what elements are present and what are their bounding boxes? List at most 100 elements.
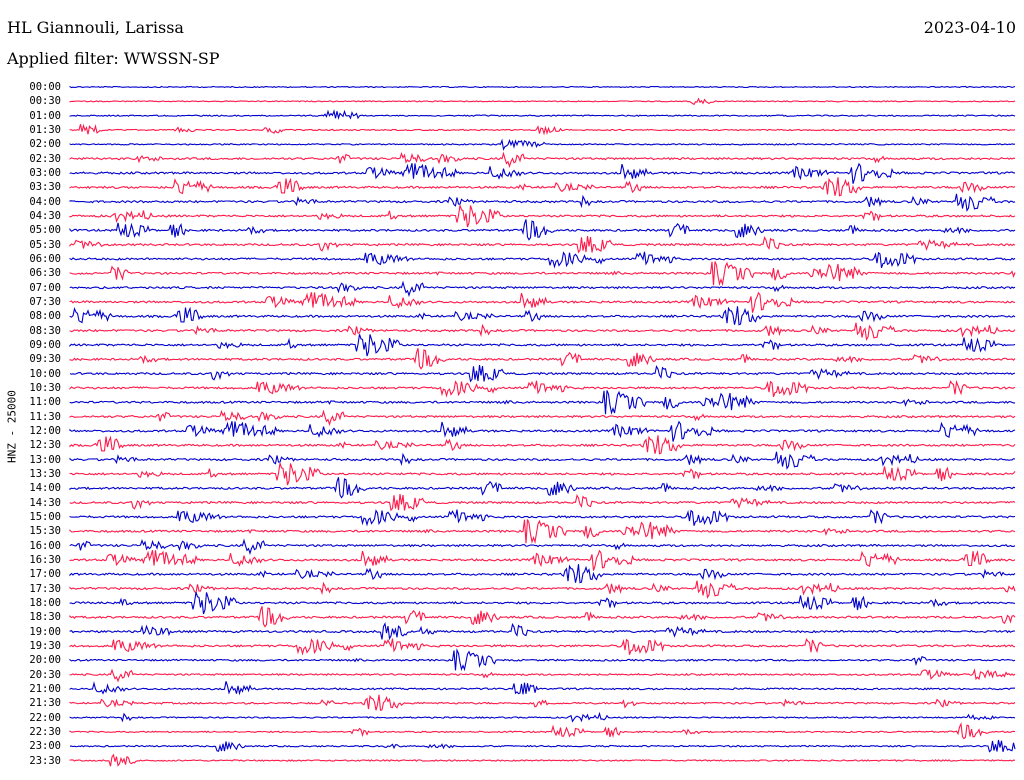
time-label: 11:00 (29, 396, 61, 409)
time-label: 15:30 (29, 525, 61, 538)
time-label: 07:30 (29, 295, 61, 308)
time-label: 18:30 (29, 611, 61, 624)
time-label: 19:00 (29, 625, 61, 638)
filter-label: Applied filter: WWSSN-SP (7, 49, 220, 68)
trace-line (69, 753, 1016, 767)
time-label: 02:00 (29, 138, 61, 151)
time-label: 20:30 (29, 668, 61, 681)
trace-line (69, 261, 1016, 287)
trace-line (69, 306, 1016, 326)
time-label: 01:30 (29, 123, 61, 136)
trace-line (69, 364, 1016, 383)
time-label: 08:30 (29, 324, 61, 337)
time-label: 13:30 (29, 467, 61, 480)
record-date: 2023-04-10 (923, 18, 1016, 37)
trace-line (69, 235, 1016, 254)
time-label: 05:30 (29, 238, 61, 251)
trace-line (69, 580, 1016, 599)
trace-line (69, 85, 1016, 89)
time-label: 03:30 (29, 181, 61, 194)
trace-line (69, 509, 1016, 527)
trace-line (69, 379, 1016, 398)
time-label: 04:30 (29, 209, 61, 222)
time-label: 06:00 (29, 252, 61, 265)
time-label: 16:30 (29, 553, 61, 566)
time-label: 09:00 (29, 338, 61, 351)
trace-line (69, 435, 1016, 455)
trace-line (69, 463, 1016, 486)
trace-line (69, 564, 1016, 584)
time-label: 03:00 (29, 166, 61, 179)
time-label: 00:30 (29, 95, 61, 108)
time-label: 16:00 (29, 539, 61, 552)
trace-line (69, 739, 1016, 753)
trace-line (69, 162, 1016, 184)
trace-line (69, 538, 1016, 555)
time-label: 12:00 (29, 424, 61, 437)
station-name: HL Giannouli, Larissa (7, 18, 184, 37)
trace-line (69, 151, 1016, 169)
time-label: 02:30 (29, 152, 61, 165)
time-label: 05:00 (29, 224, 61, 237)
trace-line (69, 681, 1016, 696)
time-label: 08:00 (29, 310, 61, 323)
trace-line (69, 97, 1016, 106)
trace-line (69, 280, 1016, 298)
trace-line (69, 451, 1016, 470)
time-label: 20:00 (29, 654, 61, 667)
time-label: 17:30 (29, 582, 61, 595)
time-label: 15:00 (29, 510, 61, 523)
trace-line (69, 493, 1016, 512)
trace-line (69, 109, 1016, 120)
trace-line (69, 138, 1016, 151)
time-label: 12:30 (29, 439, 61, 452)
trace-line (69, 592, 1016, 615)
time-label: 21:30 (29, 697, 61, 710)
trace-line (69, 606, 1016, 628)
time-label: 14:30 (29, 496, 61, 509)
time-label: 04:00 (29, 195, 61, 208)
trace-line (69, 177, 1016, 197)
time-label: 23:00 (29, 740, 61, 753)
trace-line (69, 322, 1016, 341)
time-label: 22:30 (29, 725, 61, 738)
time-label: 23:30 (29, 754, 61, 767)
trace-line (69, 622, 1016, 641)
time-label: 00:00 (29, 81, 61, 93)
trace-line (69, 390, 1015, 415)
time-label: 06:30 (29, 267, 61, 280)
time-label: 22:00 (29, 711, 61, 724)
trace-line (69, 420, 1016, 442)
time-label: 19:30 (29, 639, 61, 652)
time-label: 10:00 (29, 367, 61, 380)
trace-line (69, 477, 1016, 499)
trace-line (69, 251, 1016, 269)
trace-line (69, 123, 1016, 136)
trace-line (69, 219, 1016, 241)
time-label: 10:30 (29, 381, 61, 394)
trace-line (69, 409, 1016, 427)
trace-line (69, 694, 1016, 712)
trace-line (69, 722, 1016, 740)
trace-line (69, 291, 1016, 313)
trace-line (69, 519, 1016, 545)
trace-line (69, 668, 1016, 683)
time-label: 18:00 (29, 596, 61, 609)
time-label: 21:00 (29, 682, 61, 695)
trace-line (69, 648, 1016, 672)
time-label: 01:00 (29, 109, 61, 122)
trace-line (69, 193, 1016, 212)
trace-line (69, 205, 1016, 228)
time-label: 17:00 (29, 568, 61, 581)
time-label: 07:00 (29, 281, 61, 294)
time-label: 09:30 (29, 353, 61, 366)
trace-line (69, 348, 1016, 370)
time-label: 11:30 (29, 410, 61, 423)
trace-line (69, 711, 1016, 723)
trace-line (69, 638, 1016, 656)
time-label: 14:00 (29, 482, 61, 495)
time-label: 13:00 (29, 453, 61, 466)
trace-line (69, 549, 1016, 571)
trace-line (69, 334, 1016, 357)
